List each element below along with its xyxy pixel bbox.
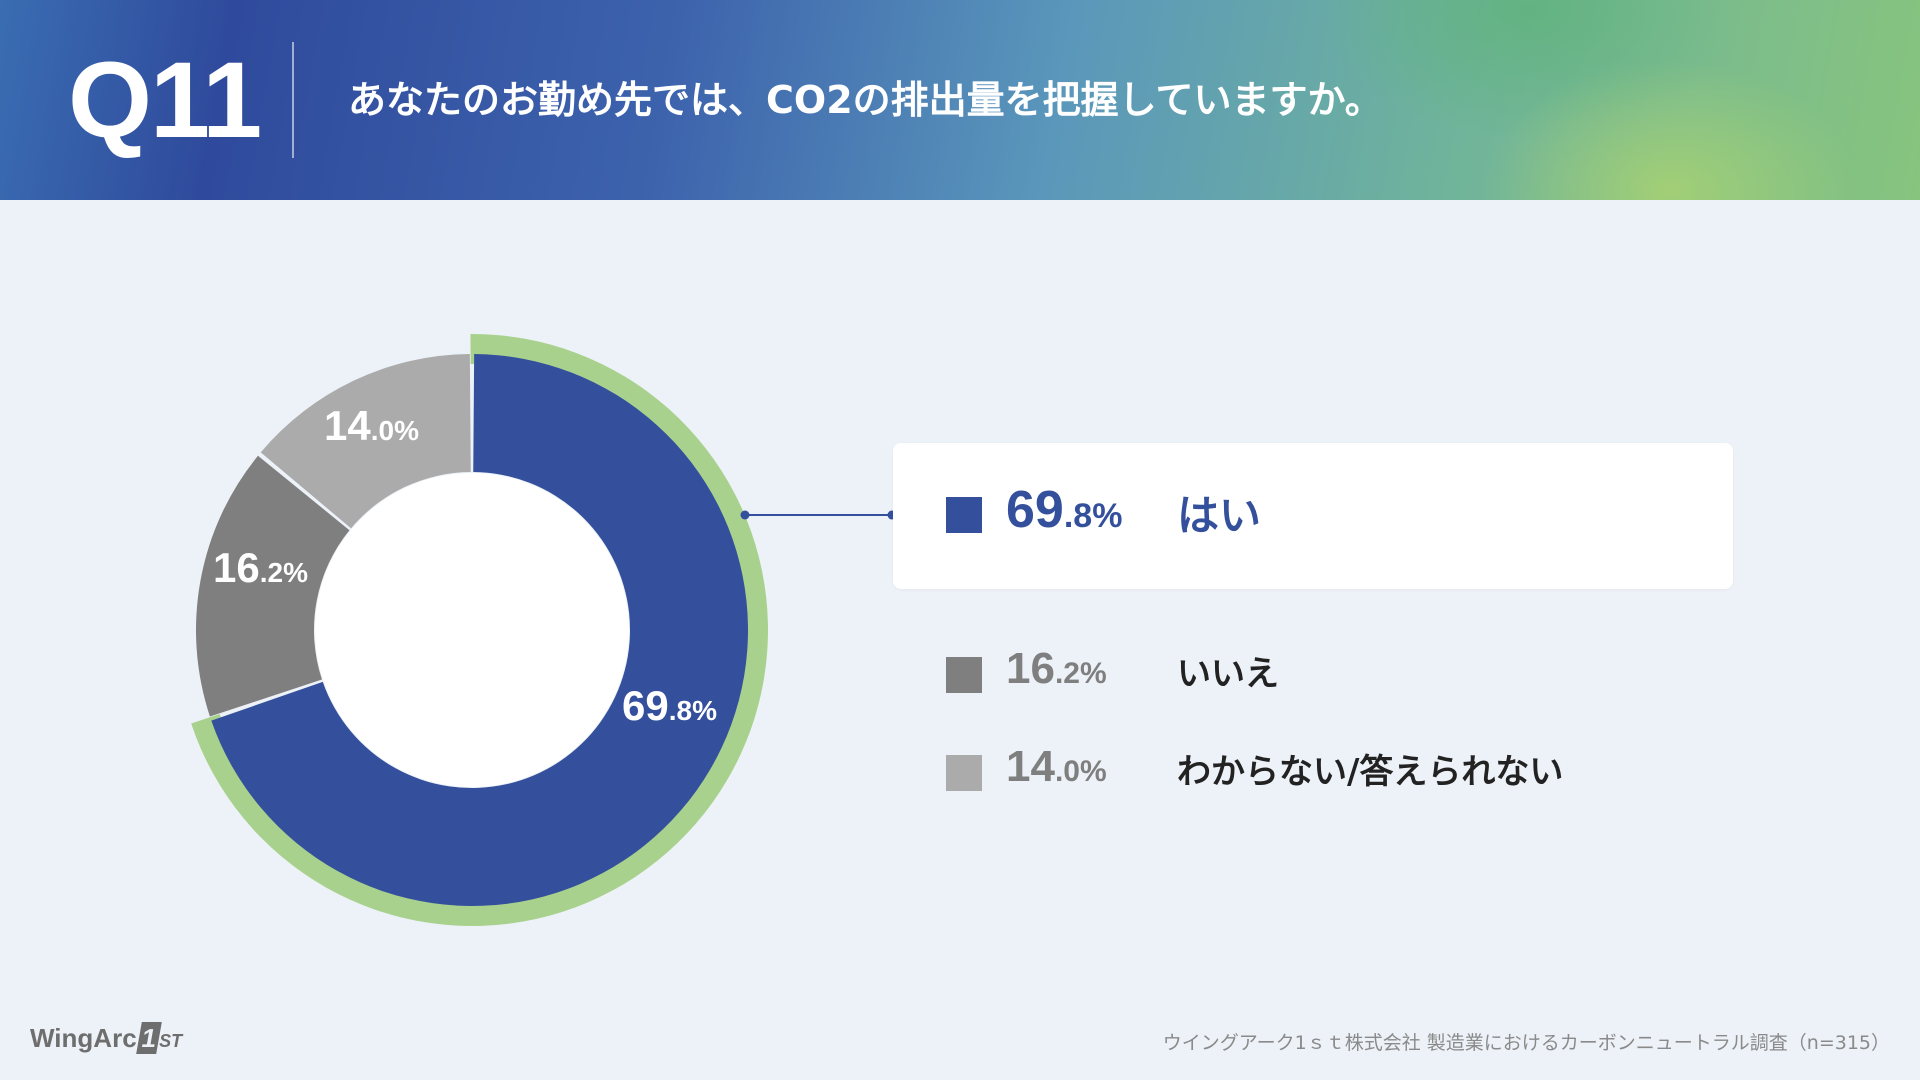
company-logo: WingArc1ST xyxy=(30,1018,210,1058)
legend-percent: 14.0% xyxy=(1006,742,1107,792)
source-note: ウイングアーク1ｓｔ株式会社 製造業におけるカーボンニュートラル調査（n=315… xyxy=(1162,1032,1890,1054)
donut-slice-no xyxy=(195,455,350,717)
legend-percent: 16.2% xyxy=(1006,644,1107,694)
slice-label-dec: .8% xyxy=(669,695,717,726)
legend-percent-int: 16 xyxy=(1006,644,1055,693)
header-banner: Q11 あなたのお勤め先では、CO2の排出量を把握していますか。 xyxy=(0,0,1920,200)
legend-highlight-card xyxy=(893,443,1733,589)
legend-percent-dec: .8% xyxy=(1063,497,1123,535)
legend-label: はい xyxy=(1177,491,1262,540)
donut-hole xyxy=(315,473,629,787)
legend-swatch xyxy=(946,657,982,693)
slice-label-int: 69 xyxy=(622,682,669,729)
legend-swatch xyxy=(946,755,982,791)
donut-slice-unknown xyxy=(260,354,471,529)
header-glow xyxy=(1480,60,1860,200)
legend-percent: 69.8% xyxy=(1006,480,1122,540)
slice-label-yes: 69.8% xyxy=(622,682,717,729)
slice-label-dec: .0% xyxy=(371,415,419,446)
legend-connector-dot xyxy=(740,510,750,520)
legend-label: いいえ xyxy=(1177,654,1279,694)
legend-swatch xyxy=(946,497,982,533)
slice-label-no: 16.2% xyxy=(213,544,308,591)
logo-st: ST xyxy=(159,1031,183,1051)
legend-percent-int: 14 xyxy=(1006,742,1055,791)
question-number: Q11 xyxy=(68,39,262,160)
slice-label-unknown: 14.0% xyxy=(324,402,419,449)
slice-label-int: 14 xyxy=(324,402,371,449)
legend-percent-dec: .2% xyxy=(1054,657,1107,690)
legend-percent-int: 69 xyxy=(1006,481,1064,539)
legend-label: わからない/答えられない xyxy=(1177,752,1564,792)
slice-label-int: 16 xyxy=(213,544,260,591)
slice-label-dec: .2% xyxy=(260,557,308,588)
question-text: あなたのお勤め先では、CO2の排出量を把握していますか。 xyxy=(348,78,1383,122)
legend-percent-dec: .0% xyxy=(1054,755,1107,788)
header-divider xyxy=(292,42,294,158)
logo-text: WingArc xyxy=(30,1023,137,1053)
donut-slice-yes xyxy=(211,354,748,907)
